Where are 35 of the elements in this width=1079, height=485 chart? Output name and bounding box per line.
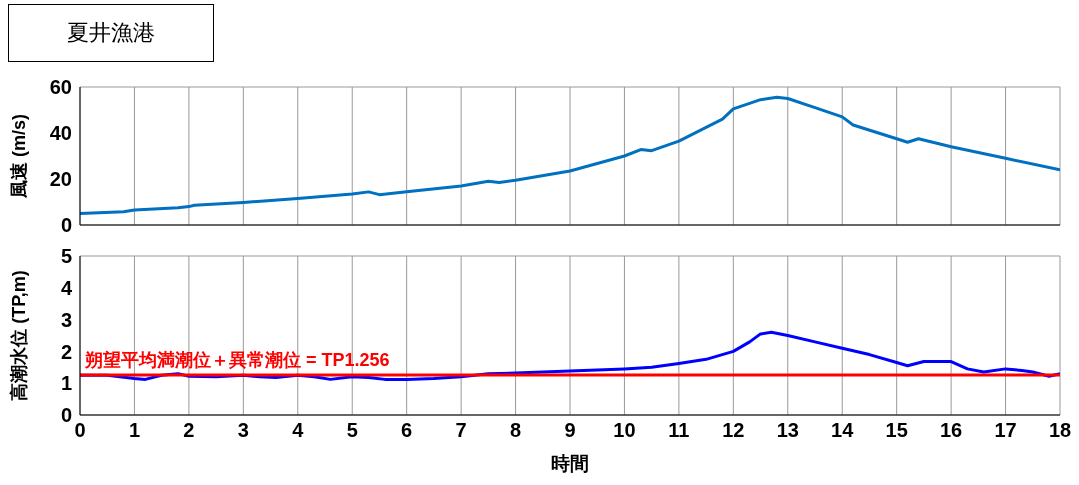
- x-tick-label: 15: [885, 419, 908, 442]
- x-tick-label: 14: [831, 419, 855, 442]
- y-tick-label: 20: [49, 168, 72, 191]
- y-tick-label: 1: [60, 372, 72, 395]
- y-axis-title: 高潮水位 (TP,m): [9, 270, 30, 401]
- x-tick-label: 6: [401, 419, 413, 442]
- y-tick-label: 4: [60, 276, 73, 299]
- y-tick-label: 40: [49, 122, 72, 145]
- x-tick-label: 4: [292, 419, 305, 442]
- x-tick-label: 2: [183, 419, 195, 442]
- y-tick-label: 3: [60, 308, 72, 331]
- x-tick-label: 16: [939, 419, 963, 442]
- y-axis-title: 風速 (m/s): [9, 113, 30, 200]
- ref-line-label: 朔望平均満潮位＋異常潮位 = TP1.256: [84, 350, 390, 371]
- x-tick-label: 3: [237, 419, 249, 442]
- x-tick-label: 7: [455, 419, 467, 442]
- x-tick-label: 9: [564, 419, 576, 442]
- line-series: [80, 95, 1060, 215]
- x-tick-label: 8: [509, 419, 522, 442]
- x-tick-label: 13: [776, 419, 799, 442]
- y-tick-label: 5: [60, 245, 72, 268]
- x-tick-label: 10: [613, 419, 636, 442]
- x-axis-title: 時間: [551, 453, 589, 474]
- x-tick-label: 18: [1048, 419, 1072, 442]
- x-tick-label: 1: [128, 419, 141, 442]
- y-tick-label: 2: [60, 340, 72, 363]
- chart-title: 夏井漁港: [8, 4, 214, 62]
- y-tick-label: 0: [60, 404, 72, 427]
- x-tick-label: 11: [668, 419, 690, 442]
- x-tick-label: 0: [74, 419, 86, 442]
- y-tick-label: 0: [60, 214, 72, 237]
- x-tick-label: 5: [346, 419, 358, 442]
- x-tick-label: 17: [994, 419, 1017, 442]
- y-tick-label: 60: [49, 76, 72, 99]
- x-tick-label: 12: [722, 419, 745, 442]
